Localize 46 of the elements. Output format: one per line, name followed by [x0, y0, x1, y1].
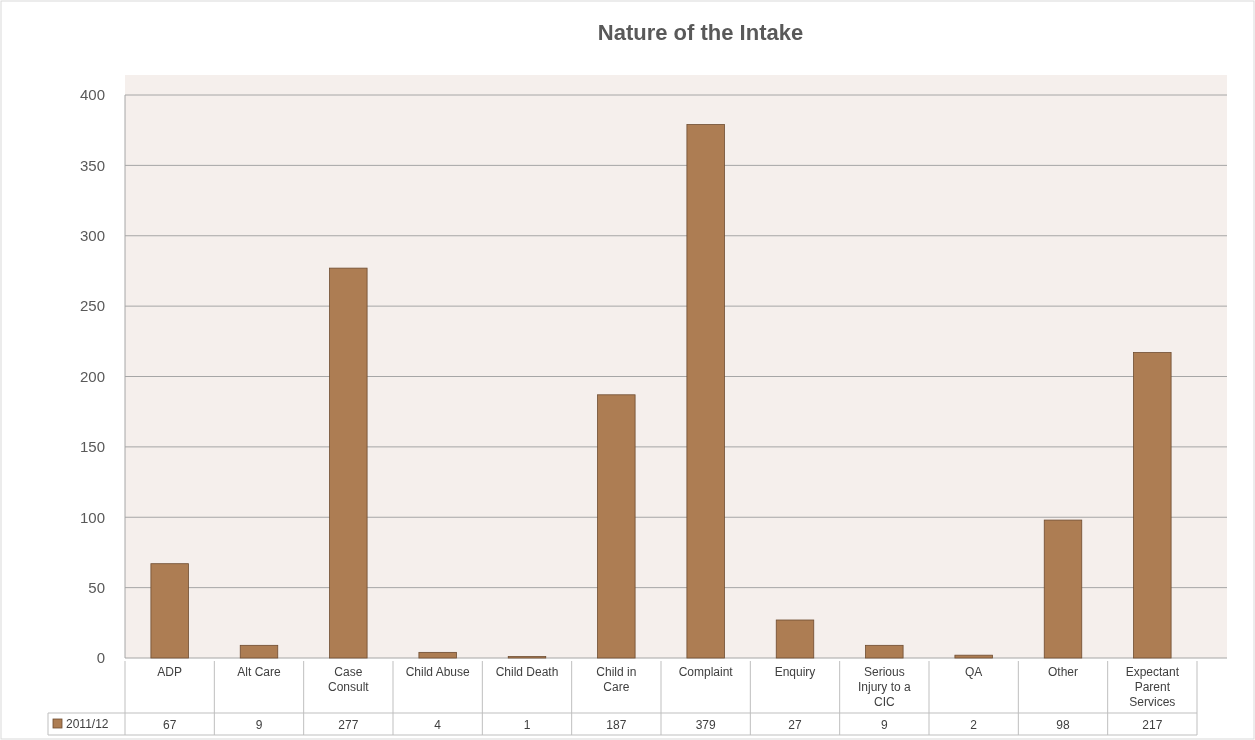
bar [1043, 519, 1083, 659]
x-tick-label: Child Death [495, 665, 559, 679]
y-tick-label: 100 [79, 508, 105, 526]
x-tick-label: Serious Injury to a CIC [857, 665, 911, 709]
y-tick-label: 300 [79, 227, 105, 244]
data-label: 9 [880, 718, 888, 732]
bar [329, 267, 368, 659]
data-label: 187 [606, 718, 627, 732]
chart-title: Nature of the Intake [597, 20, 804, 45]
legend-label: 2011/12 [66, 717, 109, 731]
x-tick-label: Complaint [678, 665, 734, 679]
bar [418, 651, 457, 659]
x-tick-label: Enquiry [774, 665, 816, 679]
x-tick-label: ADP [157, 665, 183, 679]
x-tick-label: Case Consult [327, 665, 370, 694]
bar [686, 124, 725, 659]
bar [150, 563, 189, 659]
y-tick-label: 200 [79, 367, 105, 385]
x-tick-label: Child Abuse [405, 665, 471, 679]
data-label: 277 [338, 718, 359, 732]
data-label: 217 [1142, 718, 1163, 732]
data-label: 379 [695, 718, 716, 732]
data-label: 98 [1056, 718, 1070, 732]
y-tick-label: 0 [96, 649, 105, 667]
x-tick-label: Child in Care [596, 665, 637, 694]
bar [239, 644, 279, 659]
bar [775, 619, 815, 659]
data-label: 9 [255, 718, 263, 732]
data-label: 27 [788, 718, 802, 732]
bar [597, 394, 636, 659]
data-label: 4 [434, 718, 442, 732]
data-label: 2 [970, 718, 978, 732]
x-tick-label: QA [964, 665, 983, 679]
bar [1133, 352, 1172, 659]
data-label: 67 [162, 718, 177, 732]
y-tick-label: 150 [79, 438, 105, 456]
x-tick-label: Alt Care [237, 665, 281, 679]
y-tick-label: 400 [79, 86, 105, 104]
y-tick-label: 50 [88, 578, 105, 596]
y-tick-label: 350 [79, 156, 105, 174]
data-label: 1 [523, 718, 531, 732]
y-tick-label: 250 [79, 297, 105, 315]
x-tick-label: Other [1047, 665, 1079, 679]
bar [865, 644, 904, 659]
bar [954, 654, 993, 659]
x-tick-label: Expectant Parent Services [1125, 665, 1180, 709]
